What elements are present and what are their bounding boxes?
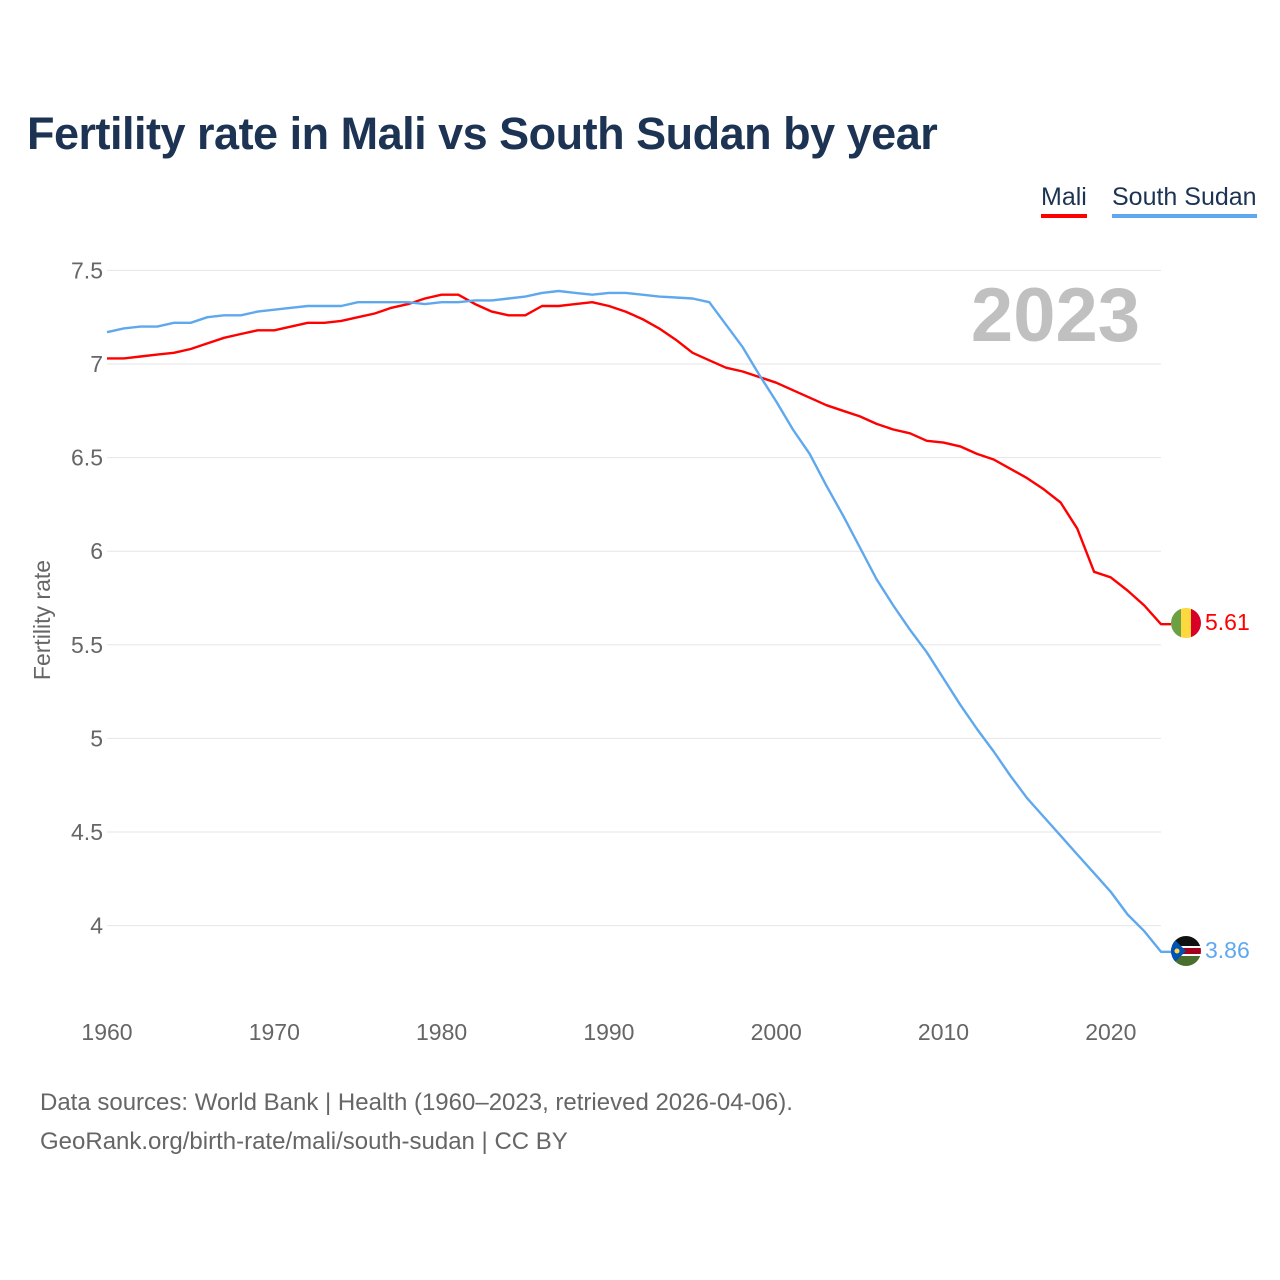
mali-end-value: 5.61 xyxy=(1205,609,1250,635)
south-sudan-flag-icon xyxy=(1171,936,1201,966)
y-tick-label: 6 xyxy=(90,538,103,564)
year-watermark: 2023 xyxy=(971,273,1140,358)
y-tick-label: 5.5 xyxy=(71,632,103,658)
mali-flag-icon xyxy=(1171,608,1201,638)
x-tick-label: 2010 xyxy=(918,1019,969,1045)
x-tick-label: 1970 xyxy=(249,1019,300,1045)
x-tick-label: 2020 xyxy=(1085,1019,1136,1045)
y-tick-label: 7.5 xyxy=(71,257,103,283)
series-line-mali xyxy=(107,293,1171,626)
y-tick-label: 4 xyxy=(90,913,103,939)
y-tick-label: 4.5 xyxy=(71,819,103,845)
x-tick-label: 1960 xyxy=(81,1019,132,1045)
south-sudan-end-value: 3.86 xyxy=(1205,937,1250,963)
x-tick-label: 2000 xyxy=(751,1019,802,1045)
y-tick-label: 7 xyxy=(90,351,103,377)
y-tick-label: 6.5 xyxy=(71,445,103,471)
legend-south-sudan[interactable]: South Sudan xyxy=(1112,183,1257,218)
y-axis-label: Fertility rate xyxy=(29,560,55,680)
legend-mali[interactable]: Mali xyxy=(1041,183,1087,218)
chart-title: Fertility rate in Mali vs South Sudan by… xyxy=(27,108,938,159)
y-tick-label: 5 xyxy=(90,725,103,751)
x-tick-label: 1980 xyxy=(416,1019,467,1045)
footer-link[interactable]: GeoRank.org/birth-rate/mali/south-sudan … xyxy=(40,1128,568,1155)
x-tick-label: 1990 xyxy=(583,1019,634,1045)
series-line-south-sudan xyxy=(106,289,1171,953)
footer-source: Data sources: World Bank | Health (1960–… xyxy=(40,1089,793,1116)
